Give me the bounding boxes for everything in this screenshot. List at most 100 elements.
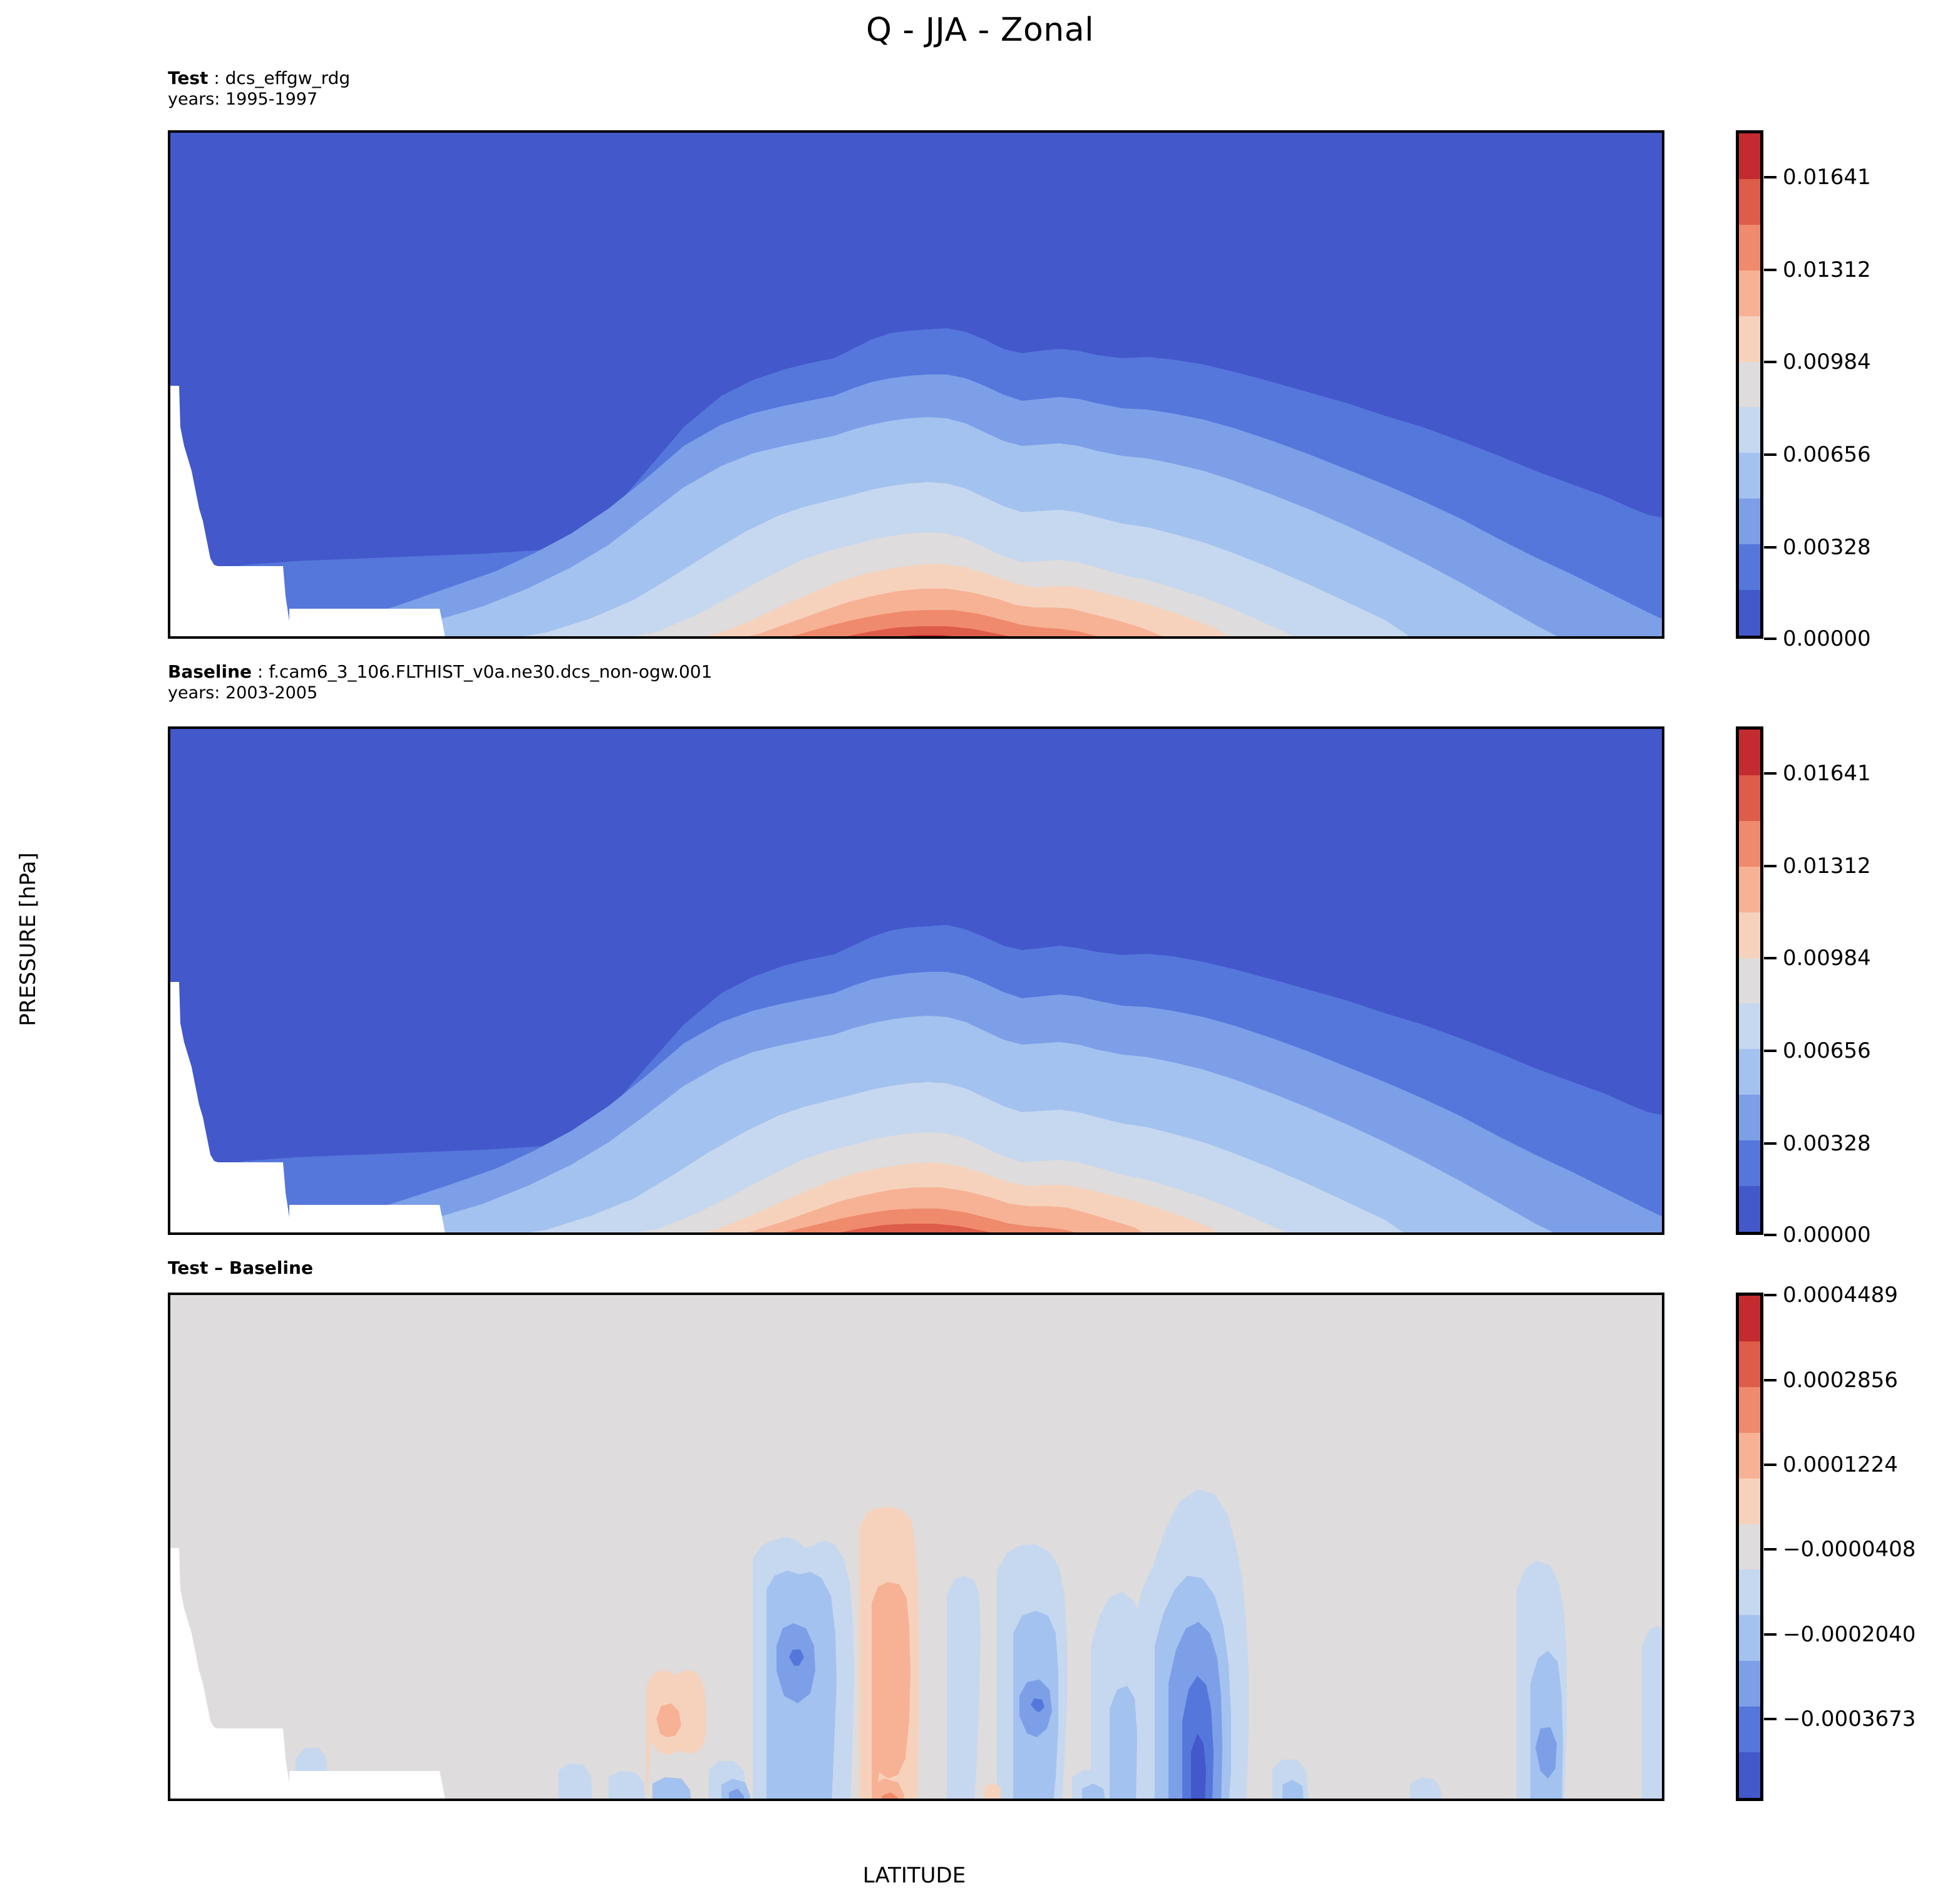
x-axis-title: LATITUDE xyxy=(862,1863,966,1888)
panel-test-sep: : xyxy=(208,68,225,88)
x-tick xyxy=(1251,1232,1254,1235)
colorbar-tick xyxy=(1764,268,1777,271)
x-tick xyxy=(254,1799,256,1801)
figure-title: Q - JJA - Zonal xyxy=(865,11,1095,49)
y-minor-tick xyxy=(168,1420,170,1423)
colorbar-band xyxy=(1739,1524,1760,1570)
colorbar-tick xyxy=(1764,1142,1777,1145)
colorbar-band xyxy=(1739,316,1760,362)
colorbar-band xyxy=(1739,224,1760,271)
y-tick-600 xyxy=(168,436,170,439)
y-minor-tick xyxy=(168,730,170,733)
colorbar-band xyxy=(1739,730,1760,775)
colorbar-tick xyxy=(1764,1234,1777,1236)
x-tick xyxy=(586,1799,589,1801)
colorbar-band xyxy=(1739,1049,1760,1095)
y-tick-800 xyxy=(168,539,170,541)
panel-difference-label: Test – Baseline xyxy=(168,1257,313,1278)
panel-test-header: Test : dcs_effgw_rdg years: 1995-1997 xyxy=(168,68,350,110)
colorbar-baseline[interactable] xyxy=(1736,726,1763,1235)
plot-area-baseline[interactable]: 200 400 600 800 1000 xyxy=(168,726,1664,1235)
panel-test-years: years: 1995-1997 xyxy=(168,90,318,109)
topography-mask-test xyxy=(170,386,445,636)
colorbar-label: −0.0003673 xyxy=(1783,1706,1916,1732)
x-tick xyxy=(919,636,921,639)
colorbar-band xyxy=(1739,866,1760,912)
panel-test-label: Test xyxy=(168,68,209,88)
y-minor-tick xyxy=(168,1321,170,1324)
colorbar-band xyxy=(1739,1341,1760,1387)
x-tick xyxy=(752,636,755,639)
y-minor-tick xyxy=(168,149,170,152)
colorbar-label: 0.00656 xyxy=(1783,1038,1871,1063)
y-minor-tick xyxy=(168,1162,170,1165)
y-minor-tick xyxy=(168,1548,170,1551)
contour-plot-difference xyxy=(170,1295,1662,1799)
x-tick xyxy=(420,1232,422,1235)
colorbar-label: −0.0000408 xyxy=(1783,1537,1916,1562)
colorbar-label: 0.00000 xyxy=(1783,1222,1871,1247)
colorbar-band xyxy=(1739,1003,1760,1050)
y-minor-tick xyxy=(168,212,170,215)
y-minor-tick xyxy=(168,386,170,389)
colorbar-band xyxy=(1739,361,1760,408)
colorbar-band xyxy=(1739,133,1760,179)
topography-mask-difference xyxy=(170,1548,445,1799)
panel-test-value: dcs_effgw_rdg xyxy=(225,68,351,88)
colorbar-band xyxy=(1739,1706,1760,1753)
plot-area-test[interactable]: 200 400 600 800 1000 xyxy=(168,130,1664,639)
y-minor-tick xyxy=(168,854,170,857)
x-tick xyxy=(586,636,589,639)
y-minor-tick xyxy=(168,1296,170,1299)
y-minor-tick xyxy=(168,768,170,771)
colorbar-label: 0.00984 xyxy=(1783,946,1871,971)
colorbar-tick xyxy=(1764,864,1777,867)
colorbar-tick xyxy=(1764,772,1777,775)
colorbar-label: 0.0001224 xyxy=(1783,1452,1898,1477)
colorbar-test[interactable] xyxy=(1736,130,1763,639)
y-minor-tick xyxy=(168,134,170,137)
y-minor-tick xyxy=(168,982,170,985)
x-tick xyxy=(919,1232,921,1235)
colorbar-tick xyxy=(1764,1633,1777,1636)
x-tick xyxy=(1251,1799,1254,1801)
colorbar-label: 0.00328 xyxy=(1783,534,1871,560)
y-minor-tick xyxy=(168,1728,170,1732)
panel-baseline-years: years: 2003-2005 xyxy=(168,683,318,703)
x-tick xyxy=(586,1232,589,1235)
colorbar-tick xyxy=(1764,1718,1777,1721)
y-tick-600 xyxy=(168,1599,170,1601)
plot-area-difference[interactable]: 200 400 600 800 1000 -80 -60 -40 -20 0 xyxy=(168,1293,1664,1801)
colorbar-band xyxy=(1739,912,1760,958)
colorbar-band xyxy=(1739,1432,1760,1479)
colorbar-band xyxy=(1739,544,1760,591)
x-tick xyxy=(1584,636,1586,639)
y-minor-tick xyxy=(168,745,170,748)
x-tick xyxy=(1251,636,1254,639)
colorbar-tick xyxy=(1764,957,1777,960)
colorbar-band xyxy=(1739,1615,1760,1661)
panel-baseline-title: Baseline : f.cam6_3_106.FLTHIST_v0a.ne30… xyxy=(168,661,712,683)
colorbar-difference[interactable] xyxy=(1736,1293,1763,1801)
x-tick xyxy=(919,1799,921,1801)
y-minor-tick xyxy=(168,738,170,741)
x-tick xyxy=(752,1232,755,1235)
colorbar-label: 0.00328 xyxy=(1783,1130,1871,1156)
colorbar-band xyxy=(1739,1095,1760,1141)
contour-canvas-difference xyxy=(170,1295,1662,1799)
colorbar-tick xyxy=(1764,361,1777,364)
colorbar-band xyxy=(1739,1661,1760,1707)
colorbar-label: 0.0002856 xyxy=(1783,1367,1898,1393)
colorbar-label: 0.00984 xyxy=(1783,349,1871,375)
colorbar-band xyxy=(1739,1140,1760,1187)
topography-mask-baseline xyxy=(170,982,445,1232)
x-tick xyxy=(420,1799,422,1801)
panel-difference-header: Test – Baseline xyxy=(168,1257,313,1279)
y-minor-tick xyxy=(168,566,170,569)
colorbar-band xyxy=(1739,453,1760,499)
x-tick xyxy=(254,1232,256,1235)
y-tick-200 xyxy=(168,233,170,235)
colorbar-tick xyxy=(1764,545,1777,549)
colorbar-label: 0.01312 xyxy=(1783,257,1871,282)
y-minor-tick xyxy=(168,1080,170,1083)
